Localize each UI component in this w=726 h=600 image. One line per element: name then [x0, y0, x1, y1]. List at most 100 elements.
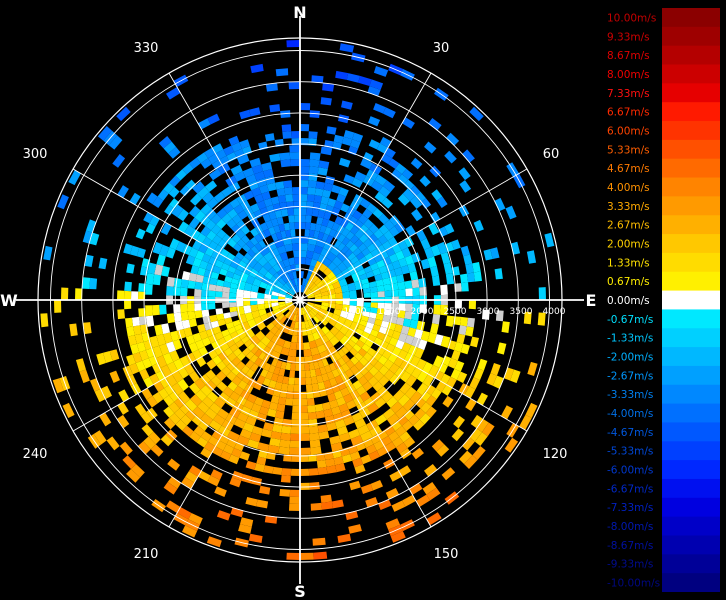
colorbar-label: 3.33m/s: [607, 201, 650, 213]
velocity-cell: [272, 287, 281, 294]
velocity-cell: [351, 177, 363, 188]
velocity-cell: [370, 391, 382, 403]
velocity-cell: [280, 307, 289, 314]
velocity-cell: [310, 309, 318, 316]
velocity-cell: [411, 208, 423, 222]
velocity-cell: [61, 287, 69, 300]
velocity-cell: [354, 238, 364, 248]
velocity-cell: [229, 292, 237, 298]
velocity-cell: [374, 191, 387, 203]
velocity-cell: [205, 380, 217, 392]
velocity-cell: [314, 403, 324, 412]
velocity-cell: [268, 211, 277, 221]
velocity-cell: [188, 513, 203, 525]
velocity-cell: [273, 225, 281, 234]
velocity-cell: [62, 402, 75, 418]
velocity-cell: [337, 261, 348, 272]
velocity-cell: [307, 319, 314, 328]
azimuth-label-330: 330: [134, 41, 159, 56]
velocity-cell: [470, 414, 483, 429]
velocity-cell: [167, 458, 181, 471]
velocity-cell: [226, 218, 237, 229]
velocity-cell: [285, 281, 293, 289]
velocity-cell: [259, 281, 268, 289]
velocity-cell: [259, 406, 269, 416]
velocity-cell: [215, 440, 227, 451]
velocity-cell: [208, 334, 218, 344]
velocity-cell: [223, 145, 235, 156]
velocity-cell: [231, 224, 241, 234]
velocity-cell: [264, 271, 274, 280]
velocity-cell: [444, 241, 455, 253]
velocity-cell: [350, 256, 359, 265]
velocity-cell: [290, 363, 296, 371]
velocity-cell: [245, 359, 255, 369]
velocity-cell: [311, 208, 320, 217]
velocity-cell: [271, 358, 279, 367]
colorbar-label: 4.00m/s: [607, 182, 650, 194]
velocity-cell: [251, 187, 262, 197]
velocity-cell: [188, 205, 201, 218]
velocity-cell: [212, 355, 222, 366]
velocity-cell: [276, 403, 286, 412]
velocity-cell: [416, 358, 427, 371]
velocity-cell: [401, 247, 412, 258]
velocity-cell: [278, 223, 286, 232]
velocity-cell: [378, 234, 388, 245]
velocity-cell: [490, 363, 501, 376]
velocity-cell: [325, 386, 334, 396]
velocity-cell: [382, 180, 396, 192]
velocity-cell: [231, 214, 242, 225]
velocity-cell: [395, 442, 408, 454]
colorbar-swatch: [662, 121, 720, 141]
velocity-cell: [241, 474, 253, 484]
velocity-cell: [334, 330, 345, 341]
velocity-cell: [272, 424, 283, 433]
velocity-cell: [308, 131, 318, 139]
velocity-cell: [405, 374, 417, 387]
velocity-cell: [136, 341, 146, 353]
velocity-cell: [155, 370, 166, 381]
velocity-cell: [382, 334, 392, 344]
velocity-cell: [460, 316, 469, 327]
velocity-cell: [216, 279, 225, 287]
velocity-cell: [250, 63, 264, 74]
velocity-cell: [482, 309, 490, 320]
velocity-cell: [354, 229, 364, 239]
velocity-cell: [203, 322, 213, 331]
velocity-cell: [278, 301, 286, 306]
velocity-cell: [300, 370, 306, 378]
velocity-cell: [402, 494, 416, 507]
colorbar-swatch: [662, 347, 720, 367]
velocity-cell: [402, 117, 415, 129]
velocity-cell: [370, 434, 381, 445]
velocity-cell: [253, 381, 263, 391]
velocity-cell: [344, 248, 353, 258]
velocity-cell: [215, 291, 223, 298]
velocity-cell: [192, 406, 205, 419]
velocity-cell: [148, 355, 159, 366]
velocity-cell: [482, 422, 495, 437]
velocity-cell: [441, 355, 452, 366]
velocity-cell: [341, 346, 350, 355]
velocity-cell: [383, 308, 392, 316]
velocity-cell: [163, 406, 175, 418]
velocity-cell: [381, 391, 394, 403]
velocity-cell: [294, 257, 300, 265]
velocity-cell: [264, 515, 278, 524]
velocity-cell: [280, 432, 291, 441]
velocity-cell: [351, 412, 363, 423]
velocity-cell: [227, 326, 237, 335]
velocity-cell: [282, 418, 292, 427]
velocity-cell: [400, 371, 412, 383]
velocity-cell: [375, 279, 384, 287]
velocity-cell: [52, 378, 64, 394]
velocity-cell: [307, 333, 315, 343]
velocity-cell: [168, 198, 180, 209]
velocity-cell: [388, 158, 400, 169]
velocity-cell: [538, 287, 546, 300]
velocity-cell: [236, 219, 246, 230]
velocity-cell: [319, 308, 327, 315]
velocity-cell: [383, 359, 394, 370]
velocity-cell: [345, 240, 355, 249]
